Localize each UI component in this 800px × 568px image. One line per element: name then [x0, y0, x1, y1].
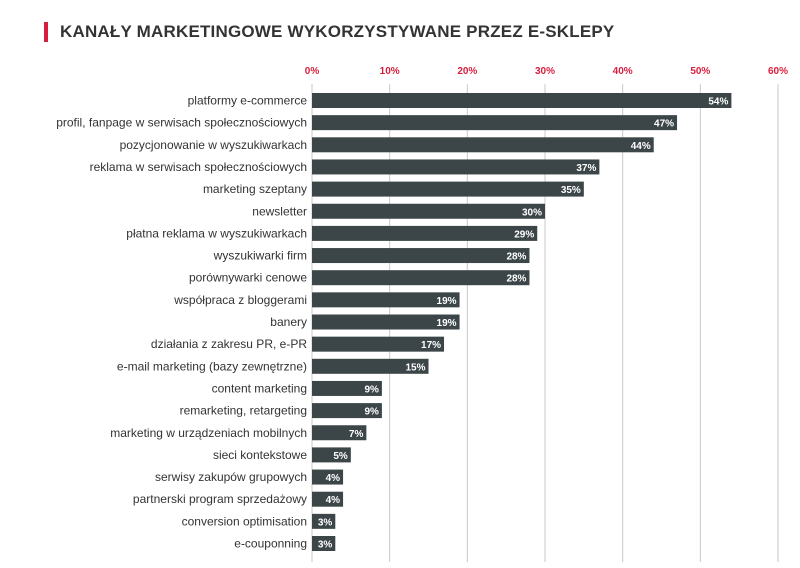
bar [312, 181, 584, 197]
category-label: conversion optimisation [182, 514, 307, 528]
x-tick-label: 40% [613, 66, 633, 77]
category-label: e-mail marketing (bazy zewnętrzne) [117, 359, 307, 373]
category-label: marketing w urządzeniach mobilnych [110, 426, 307, 440]
value-label: 7% [349, 429, 364, 440]
bar [312, 536, 336, 551]
category-label: pozycjonowanie w wyszukiwarkach [120, 138, 307, 152]
value-label: 4% [326, 473, 341, 484]
bar [312, 336, 445, 352]
category-label: sieci kontekstowe [213, 448, 307, 462]
category-label: remarketing, retargeting [180, 404, 307, 418]
chart-title: KANAŁY MARKETINGOWE WYKORZYSTYWANE PRZEZ… [60, 22, 615, 41]
value-label: 3% [318, 517, 333, 528]
bar [312, 358, 429, 374]
value-label: 30% [522, 207, 542, 218]
value-label: 54% [708, 97, 728, 108]
category-label: serwisy zakupów grupowych [155, 470, 307, 484]
bar [312, 425, 367, 441]
value-label: 37% [576, 163, 596, 174]
category-label: platformy e-commerce [188, 94, 308, 108]
bar [312, 225, 538, 241]
bar [312, 380, 382, 396]
bar [312, 314, 460, 330]
category-label: e-couponning [234, 537, 307, 551]
value-label: 29% [514, 229, 534, 240]
value-label: 15% [405, 362, 425, 373]
value-label: 19% [437, 296, 457, 307]
value-label: 3% [318, 540, 333, 551]
bar [312, 270, 530, 286]
x-tick-label: 10% [380, 66, 400, 77]
category-label: porównywarki cenowe [189, 271, 307, 285]
category-label: reklama w serwisach społecznościowych [90, 160, 307, 174]
category-label: banery [270, 315, 307, 329]
value-label: 9% [364, 384, 379, 395]
value-label: 47% [654, 119, 674, 130]
category-label: działania z zakresu PR, e-PR [151, 337, 307, 351]
x-tick-label: 0% [305, 66, 320, 77]
x-tick-label: 20% [457, 66, 477, 77]
value-label: 44% [631, 141, 651, 152]
bar [312, 203, 545, 219]
bar [312, 447, 351, 463]
bar [312, 115, 678, 131]
value-label: 17% [421, 340, 441, 351]
bar [312, 491, 344, 507]
category-label: newsletter [252, 204, 307, 218]
value-label: 28% [506, 274, 526, 285]
chart-title-row: KANAŁY MARKETINGOWE WYKORZYSTYWANE PRZEZ… [44, 22, 614, 42]
bar [312, 403, 382, 419]
bar [312, 292, 460, 308]
category-label: content marketing [212, 381, 307, 395]
bar [312, 513, 336, 529]
bar [312, 248, 530, 264]
bar [312, 469, 344, 485]
category-label: profil, fanpage w serwisach społeczności… [56, 116, 307, 130]
category-label: marketing szeptany [203, 182, 307, 196]
value-label: 5% [333, 451, 348, 462]
bar [312, 93, 732, 108]
category-label: współpraca z bloggerami [173, 293, 307, 307]
value-label: 28% [506, 252, 526, 263]
category-label: wyszukiwarki firm [213, 249, 307, 263]
value-label: 4% [326, 495, 341, 506]
category-label: partnerski program sprzedażowy [133, 492, 307, 506]
x-tick-label: 60% [768, 66, 788, 77]
x-tick-label: 30% [535, 66, 555, 77]
bar [312, 137, 654, 153]
value-label: 35% [561, 185, 581, 196]
category-label: płatna reklama w wyszukiwarkach [126, 226, 307, 240]
value-label: 19% [437, 318, 457, 329]
x-tick-label: 50% [690, 66, 710, 77]
value-label: 9% [364, 407, 379, 418]
bar [312, 159, 600, 175]
title-accent-bar [44, 22, 48, 42]
